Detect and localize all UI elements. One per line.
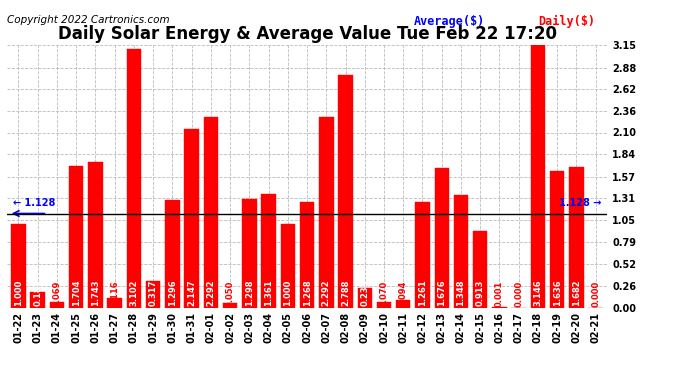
Bar — [88, 162, 103, 308]
Bar — [531, 45, 545, 308]
Text: 0.116: 0.116 — [110, 280, 119, 307]
Bar — [50, 302, 64, 307]
Bar — [357, 288, 372, 308]
Text: 2.292: 2.292 — [322, 279, 331, 306]
Bar — [377, 302, 391, 307]
Bar — [569, 167, 584, 308]
Text: 0.070: 0.070 — [380, 280, 388, 307]
Bar — [146, 281, 160, 308]
Text: 1.682: 1.682 — [572, 279, 581, 306]
Bar — [319, 117, 333, 308]
Bar — [262, 194, 276, 308]
Bar — [127, 49, 141, 308]
Bar — [204, 117, 218, 308]
Bar — [300, 202, 314, 308]
Text: 1.261: 1.261 — [418, 279, 427, 306]
Text: 1.128 →: 1.128 → — [559, 198, 602, 208]
Text: 3.102: 3.102 — [130, 279, 139, 306]
Bar — [550, 171, 564, 308]
Text: 1.361: 1.361 — [264, 279, 273, 306]
Bar — [184, 129, 199, 308]
Text: 1.348: 1.348 — [457, 279, 466, 306]
Bar — [454, 195, 469, 308]
Bar — [108, 298, 122, 307]
Text: 0.913: 0.913 — [475, 279, 484, 306]
Text: 2.788: 2.788 — [341, 279, 350, 306]
Bar — [30, 292, 45, 308]
Text: Daily($): Daily($) — [538, 15, 595, 28]
Bar — [338, 75, 353, 307]
Text: 2.292: 2.292 — [206, 279, 215, 306]
Text: 0.001: 0.001 — [495, 280, 504, 307]
Bar — [11, 224, 26, 308]
Bar — [165, 200, 179, 308]
Bar — [223, 303, 237, 307]
Text: 0.000: 0.000 — [591, 280, 600, 307]
Text: 1.704: 1.704 — [72, 279, 81, 306]
Title: Daily Solar Energy & Average Value Tue Feb 22 17:20: Daily Solar Energy & Average Value Tue F… — [57, 26, 557, 44]
Text: Copyright 2022 Cartronics.com: Copyright 2022 Cartronics.com — [7, 15, 170, 25]
Bar — [69, 165, 83, 308]
Text: 0.181: 0.181 — [33, 279, 42, 306]
Bar — [242, 200, 257, 308]
Text: 0.050: 0.050 — [226, 280, 235, 307]
Text: ← 1.128: ← 1.128 — [12, 198, 55, 208]
Text: 0.317: 0.317 — [148, 279, 157, 306]
Bar — [473, 231, 487, 308]
Text: 1.000: 1.000 — [14, 279, 23, 306]
Bar — [435, 168, 449, 308]
Text: 2.147: 2.147 — [187, 279, 196, 306]
Text: 0.235: 0.235 — [360, 279, 369, 306]
Text: 1.268: 1.268 — [302, 279, 312, 306]
Text: 1.298: 1.298 — [245, 279, 254, 306]
Text: 0.094: 0.094 — [399, 280, 408, 307]
Bar — [396, 300, 411, 307]
Text: Average($): Average($) — [414, 15, 485, 28]
Text: 1.636: 1.636 — [553, 279, 562, 306]
Bar — [281, 224, 295, 308]
Text: 1.743: 1.743 — [91, 279, 100, 306]
Bar — [415, 202, 430, 308]
Text: 1.000: 1.000 — [284, 279, 293, 306]
Text: 0.000: 0.000 — [514, 280, 523, 307]
Text: 3.146: 3.146 — [533, 279, 542, 306]
Text: 1.296: 1.296 — [168, 279, 177, 306]
Text: 1.676: 1.676 — [437, 279, 446, 306]
Text: 0.069: 0.069 — [52, 280, 61, 307]
